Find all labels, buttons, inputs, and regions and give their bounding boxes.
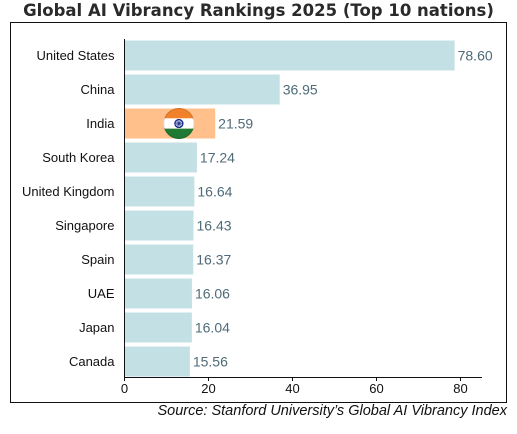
category-label-south-korea: South Korea — [42, 150, 115, 165]
category-label-uae: UAE — [88, 286, 115, 301]
bar-canada — [124, 346, 190, 377]
bar-japan — [124, 312, 192, 343]
bar-south-korea — [124, 142, 197, 173]
value-label-india: 21.59 — [218, 116, 253, 132]
category-label-spain: Spain — [81, 252, 114, 267]
source-note: Source: Stanford University’s Global AI … — [157, 403, 507, 419]
category-label-japan: Japan — [79, 320, 114, 335]
category-label-china: China — [81, 82, 116, 97]
value-label-canada: 15.56 — [193, 354, 228, 370]
bar-united-kingdom — [124, 176, 195, 207]
chart-title: Global AI Vibrancy Rankings 2025 (Top 10… — [23, 1, 494, 20]
bar-singapore — [124, 210, 194, 241]
value-label-south-korea: 17.24 — [200, 150, 235, 166]
value-label-united-kingdom: 16.64 — [197, 184, 232, 200]
value-label-singapore: 16.43 — [197, 218, 232, 234]
value-label-uae: 16.06 — [195, 286, 230, 302]
x-tick-label-0: 0 — [121, 381, 128, 396]
india-flag-icon — [163, 108, 195, 139]
x-tick-label-20: 20 — [201, 381, 215, 396]
x-tick-label-80: 80 — [453, 381, 467, 396]
x-tick-label-40: 40 — [285, 381, 299, 396]
category-label-united-kingdom: United Kingdom — [22, 184, 115, 199]
bar-spain — [124, 244, 194, 275]
category-label-canada: Canada — [69, 354, 115, 369]
value-label-japan: 16.04 — [195, 320, 230, 336]
plot-frame — [10, 22, 507, 403]
category-label-singapore: Singapore — [55, 218, 114, 233]
x-tick-label-60: 60 — [369, 381, 383, 396]
value-label-united-states: 78.60 — [458, 48, 493, 64]
category-label-united-states: United States — [36, 48, 115, 63]
value-label-china: 36.95 — [283, 82, 318, 98]
bar-united-states — [124, 40, 455, 71]
bar-uae — [124, 278, 192, 309]
category-label-india: India — [86, 116, 115, 131]
bar-china — [124, 74, 280, 105]
value-label-spain: 16.37 — [196, 252, 231, 268]
